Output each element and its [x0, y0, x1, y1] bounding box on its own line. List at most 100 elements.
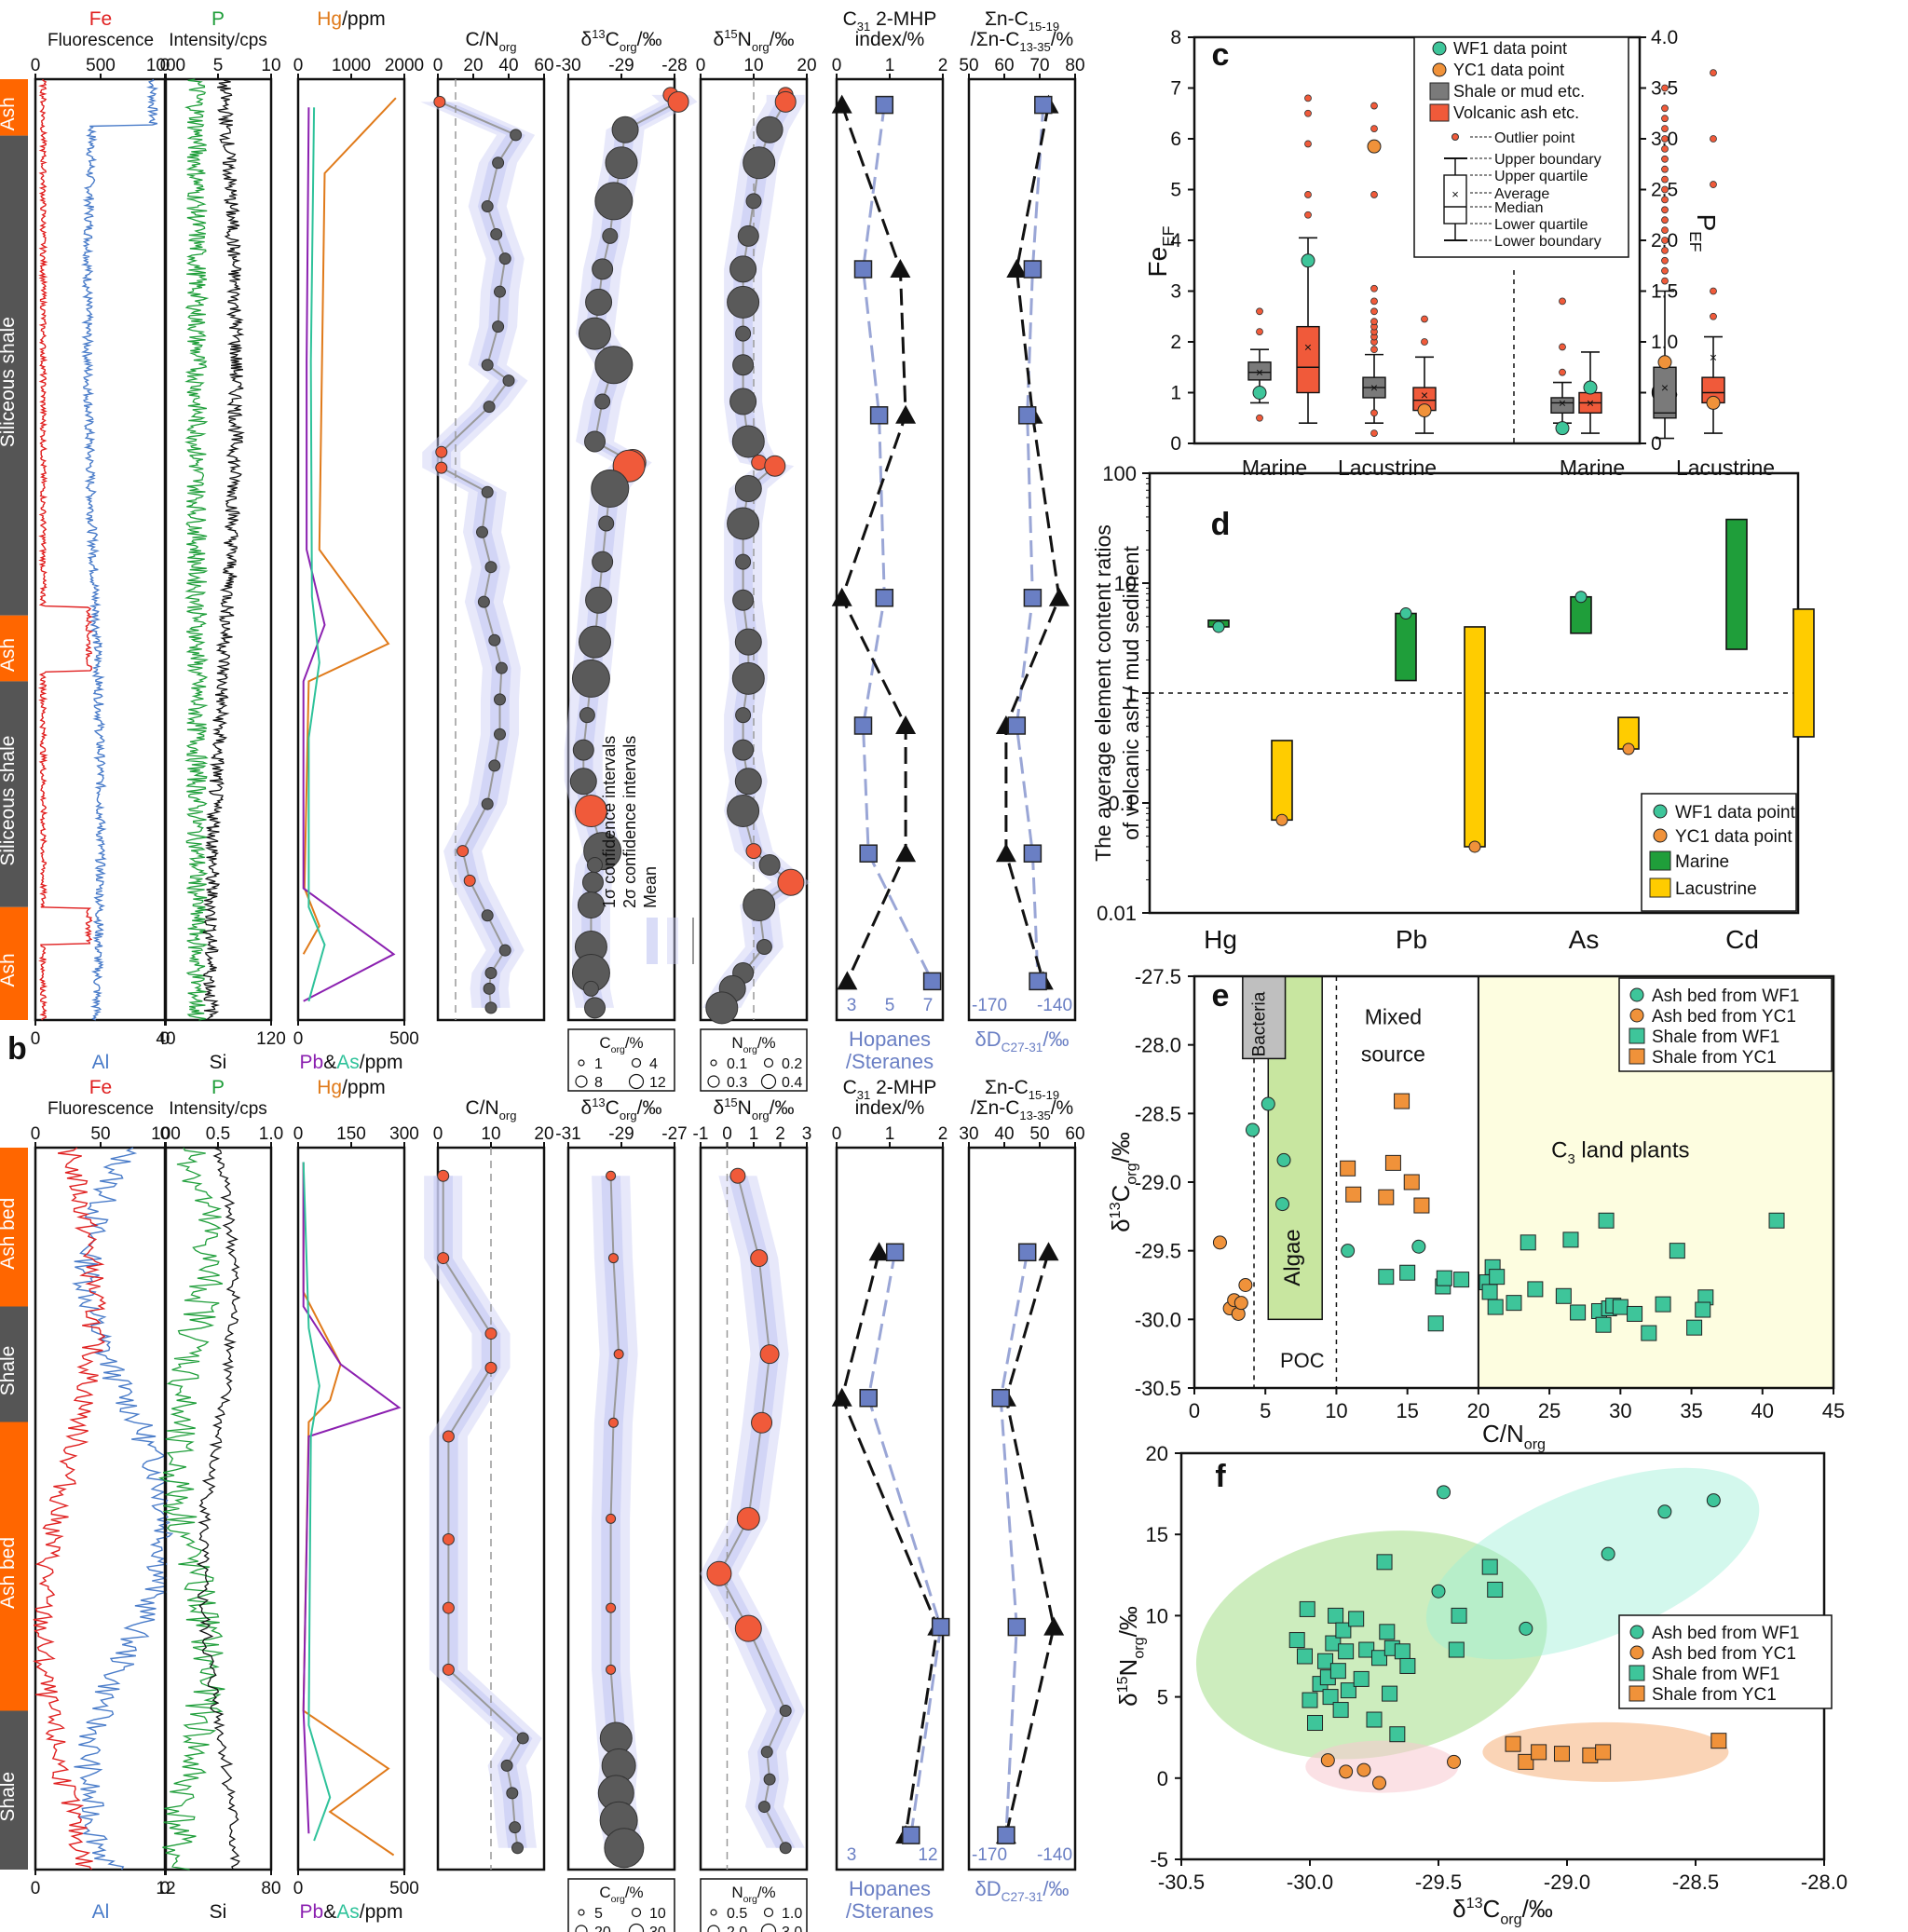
- mhp-point: [831, 587, 852, 606]
- outlier-point: [1710, 135, 1717, 143]
- shale-wf1-point: [1335, 1622, 1352, 1639]
- outlier-point: [1370, 307, 1378, 316]
- shale-wf1-point: [1448, 1641, 1465, 1658]
- tick-label: 0: [31, 1124, 41, 1144]
- category-label: Lacustrine: [1676, 456, 1775, 480]
- tick-label: -29: [608, 1124, 634, 1144]
- label-part: /‰: [770, 1097, 795, 1119]
- corg-legend-box: [567, 1028, 675, 1092]
- dd-point: [1017, 406, 1037, 425]
- d13c-point: [592, 258, 614, 280]
- d15n-point: [779, 1842, 792, 1855]
- tick-label: -5: [1150, 1848, 1168, 1871]
- label-part: /%: [1051, 29, 1074, 50]
- d13c-point: [579, 625, 611, 659]
- cn-point: [442, 1663, 455, 1676]
- legend-marker: [1629, 1625, 1644, 1639]
- cn-frame: [436, 77, 546, 1022]
- fe-ef-label: FeEF: [1143, 226, 1178, 278]
- wf1-point: [1555, 421, 1570, 436]
- tick-label: 80: [1065, 56, 1084, 75]
- ash-wf1-point: [1246, 1122, 1261, 1137]
- cn-point: [477, 595, 490, 608]
- tick-label: -30.0: [1287, 1871, 1333, 1894]
- d13c-point: [571, 659, 610, 698]
- label-part: /%: [625, 1034, 644, 1052]
- strata-label: Ash bed: [0, 1198, 19, 1270]
- ci-legend-label: 1σ confidence intervals: [600, 736, 619, 908]
- legend-wf1-marker: [1653, 804, 1668, 819]
- strata-segment: [0, 906, 28, 1020]
- tick-label: 150: [336, 1124, 366, 1144]
- shale-wf1-point: [1612, 1299, 1629, 1315]
- d15n-point: [779, 1705, 792, 1717]
- label-part: org: [499, 1109, 517, 1122]
- label-part: 2-MHP: [870, 1077, 936, 1098]
- sum-title-line2: /Σn-C13-35/%: [971, 29, 1073, 54]
- p-series: [184, 78, 210, 1021]
- yc1-point: [1657, 355, 1672, 370]
- tick-label: 50: [1029, 1124, 1049, 1144]
- label-part: δ: [1452, 1895, 1465, 1923]
- cn-point: [484, 967, 497, 979]
- outlier-point: [1370, 297, 1378, 306]
- y-axis-label: δ13Corg/‰: [1107, 1132, 1139, 1232]
- corg-legend-box: [567, 1878, 675, 1932]
- box-mean: ×: [1421, 388, 1428, 402]
- d15n-point: [760, 1746, 773, 1759]
- tick-label: 0: [433, 56, 443, 75]
- label-part: /ppm: [360, 1052, 403, 1073]
- tick-label: 0: [1170, 433, 1181, 455]
- label-part: /‰: [1043, 1877, 1069, 1900]
- d13c-point: [594, 393, 611, 410]
- size-legend-circle: [707, 1925, 720, 1932]
- legend-label: Median: [1494, 200, 1543, 216]
- d15n-point: [727, 795, 760, 828]
- d15n-point: [758, 854, 781, 877]
- cn-point: [481, 797, 494, 810]
- category-label: Marine: [1242, 456, 1307, 480]
- ci-legend-swatch: [647, 918, 658, 964]
- tick-label: 40: [498, 56, 518, 75]
- label-part: /%: [757, 1884, 776, 1901]
- size-legend-label: 0.4: [782, 1075, 802, 1091]
- label-part: EF: [1686, 231, 1705, 252]
- label-part: org: [1123, 1163, 1139, 1184]
- fe-title: Fe: [89, 1077, 113, 1098]
- d15n-point: [731, 661, 765, 695]
- cn-point: [435, 445, 448, 458]
- wf1-point: [1399, 607, 1412, 620]
- shale-wf1-point: [1340, 1682, 1356, 1699]
- mhp-frame: [835, 77, 945, 1022]
- hopanes-point: [902, 1826, 920, 1844]
- hopanes-point: [875, 95, 894, 115]
- legend-label: Shale or mud etc.: [1453, 82, 1585, 101]
- shale-wf1-point: [1302, 1692, 1318, 1708]
- size-legend-circle: [763, 1907, 774, 1918]
- label-part: 13: [592, 27, 605, 41]
- outlier-point: [1661, 135, 1669, 143]
- d15n-point: [729, 388, 757, 415]
- cn-point: [481, 909, 494, 922]
- size-legend-label: 0.3: [727, 1075, 747, 1091]
- shale-wf1-point: [1655, 1296, 1671, 1313]
- outlier-point: [1256, 307, 1263, 316]
- corg-legend-title: Corg/%: [599, 1034, 643, 1055]
- shale-wf1-point: [1487, 1299, 1504, 1315]
- label-part: org: [752, 1109, 770, 1122]
- tick-label: -28.5: [1672, 1871, 1719, 1894]
- label-part: &: [323, 1901, 336, 1923]
- strata-segment: [0, 79, 28, 136]
- cn-point: [442, 1601, 455, 1614]
- lacustrine-bar: [1792, 608, 1815, 738]
- size-legend-label: 0.2: [782, 1056, 802, 1072]
- size-legend-label: 3.0: [782, 1925, 802, 1932]
- category-label: Cd: [1725, 925, 1759, 954]
- outlier-point: [1304, 94, 1312, 102]
- shale-wf1-point: [1371, 1650, 1388, 1667]
- d13c-point: [585, 288, 613, 316]
- tick-label: 0: [31, 1029, 41, 1049]
- tick-label: 2: [938, 56, 948, 75]
- intensity-label: Intensity/cps: [169, 31, 267, 50]
